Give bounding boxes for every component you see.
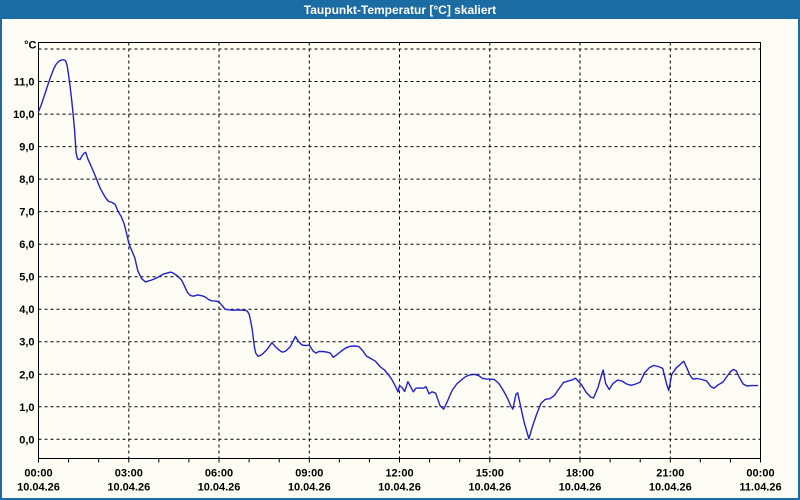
x-axis-date-label: 11.04.26 (739, 482, 781, 494)
x-axis-date-label: 10.04.26 (107, 482, 150, 494)
x-axis-date-label: 10.04.26 (468, 482, 511, 494)
x-axis-date-label: 10.04.26 (17, 482, 60, 494)
y-axis-label: 3,0 (19, 337, 34, 349)
x-axis-time-label: 18:00 (566, 468, 594, 480)
x-axis-time-label: 12:00 (385, 468, 413, 480)
x-axis-time-label: 06:00 (205, 468, 233, 480)
y-unit-label: °C (24, 40, 36, 52)
x-axis-time-label: 09:00 (295, 468, 323, 480)
x-axis-time-label: 03:00 (115, 468, 143, 480)
title-bar: Taupunkt-Temperatur [°C] skaliert (2, 2, 798, 19)
y-axis-label: 0,0 (19, 434, 34, 446)
series-line (37, 59, 759, 440)
x-axis-date-label: 10.04.26 (559, 482, 602, 494)
y-axis-label: 7,0 (19, 207, 34, 219)
x-axis-time-label: 00:00 (746, 468, 774, 480)
y-axis-label: 6,0 (19, 239, 34, 251)
x-axis-date-label: 10.04.26 (198, 482, 241, 494)
y-axis-label: 11,0 (14, 77, 35, 89)
x-axis-time-label: 15:00 (476, 468, 504, 480)
y-axis-label: 10,0 (13, 109, 34, 121)
chart-canvas: 0,0 1,0 2,0 3,0 4,0 5,0 6,0 7,0 8,0 9,0 10,0 11,0 °C… (13, 40, 782, 494)
y-axis-label: 2,0 (19, 369, 34, 381)
y-axis-label: 1,0 (19, 402, 34, 414)
x-axis-date-label: 10.04.26 (649, 482, 692, 494)
x-axis-time-label: 21:00 (656, 468, 684, 480)
window-title: Taupunkt-Temperatur [°C] skaliert (303, 3, 497, 17)
y-axis-label: 4,0 (19, 304, 34, 316)
x-axis-time-label: 00:00 (24, 468, 52, 480)
y-axis-label: 5,0 (19, 272, 34, 284)
x-axis-date-label: 10.04.26 (288, 482, 331, 494)
y-axis-label: 9,0 (19, 142, 34, 154)
x-axis-date-label: 10.04.26 (378, 482, 421, 494)
y-axis-label: 8,0 (19, 174, 34, 186)
chart-area: 0,0 1,0 2,0 3,0 4,0 5,0 6,0 7,0 8,0 9,0 10,0 11,0 °C… (2, 19, 798, 498)
